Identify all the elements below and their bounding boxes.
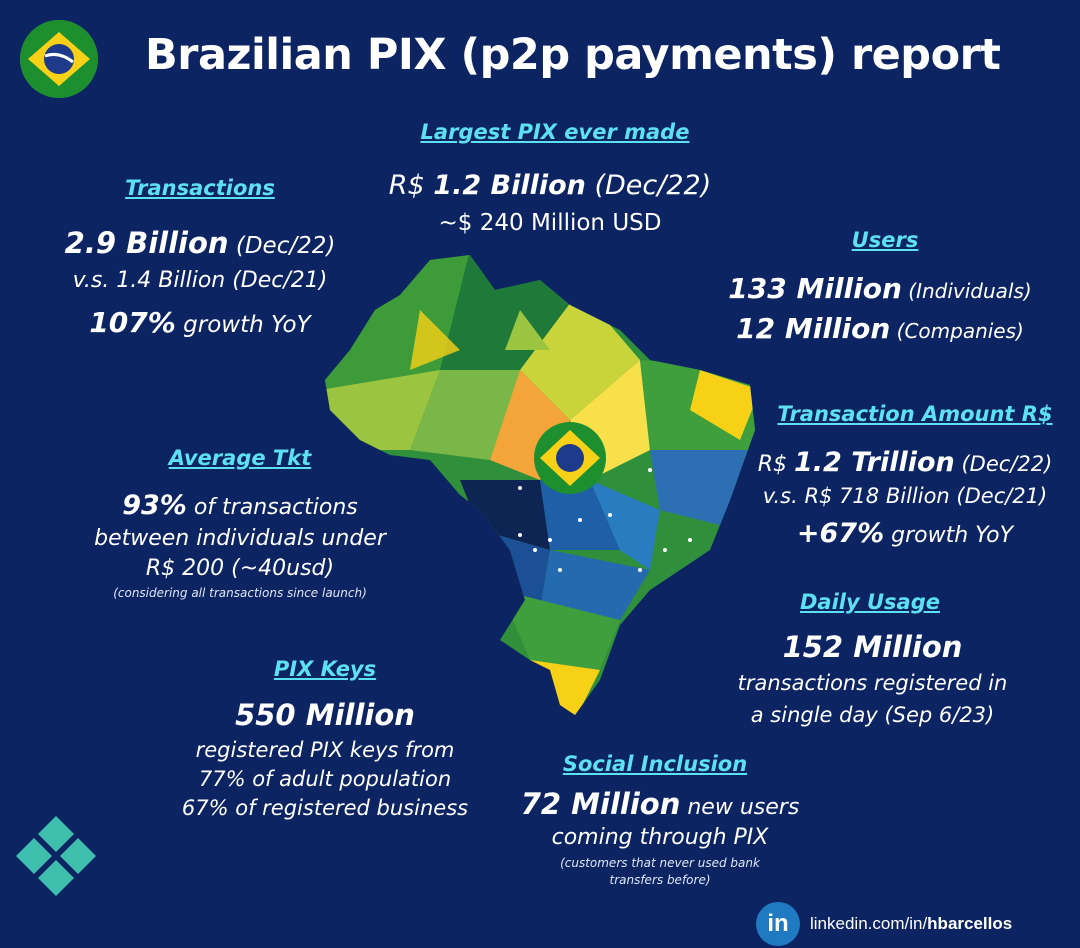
largest-pix-heading: Largest PIX ever made bbox=[420, 120, 690, 144]
amount-growth-suffix: growth YoY bbox=[884, 523, 1014, 548]
amount-compare: v.s. R$ 718 Billion (Dec/21) bbox=[762, 484, 1048, 508]
average-line3: R$ 200 (~40usd) bbox=[145, 556, 335, 581]
users-individuals-suffix: (Individuals) bbox=[901, 279, 1032, 303]
users-companies-value: 12 Million bbox=[736, 312, 891, 345]
keys-heading: PIX Keys bbox=[273, 657, 377, 681]
keys-line2: registered PIX keys from bbox=[195, 738, 455, 762]
average-suffix: of transactions bbox=[186, 495, 358, 520]
social-heading: Social Inclusion bbox=[562, 752, 748, 776]
average-value-line: 93% of transactions bbox=[40, 490, 440, 521]
amount-suffix: (Dec/22) bbox=[954, 452, 1053, 476]
average-value: 93% bbox=[122, 490, 187, 521]
amount-value: 1.2 Trillion bbox=[793, 447, 955, 478]
daily-heading: Daily Usage bbox=[800, 590, 940, 614]
transactions-heading: Transactions bbox=[125, 176, 275, 200]
average-note: (considering all transactions since laun… bbox=[113, 586, 367, 600]
largest-pix-prefix: R$ bbox=[388, 170, 434, 201]
average-heading: Average Tkt bbox=[168, 446, 312, 470]
daily-value: 152 Million bbox=[782, 630, 963, 664]
amount-heading: Transaction Amount R$ bbox=[777, 402, 1053, 426]
transactions-growth-suffix: growth YoY bbox=[175, 312, 311, 338]
keys-line4: 67% of registered business bbox=[181, 796, 469, 820]
largest-pix-usd: ~$ 240 Million USD bbox=[438, 210, 662, 236]
daily-line3: a single day (Sep 6/23) bbox=[750, 703, 995, 727]
page-title: Brazilian PIX (p2p payments) report bbox=[145, 30, 1001, 80]
users-companies-line: 12 Million (Companies) bbox=[690, 312, 1070, 345]
linkedin-icon: in bbox=[756, 902, 800, 946]
largest-pix-value-line: R$ 1.2 Billion (Dec/22) bbox=[340, 170, 760, 201]
transactions-value-line: 2.9 Billion (Dec/22) bbox=[20, 226, 380, 260]
transactions-suffix: (Dec/22) bbox=[228, 233, 336, 259]
largest-pix-suffix: (Dec/22) bbox=[585, 170, 712, 201]
brazil-map-graphic bbox=[325, 255, 755, 715]
linkedin-link[interactable]: linkedin.com/in/hbarcellos bbox=[810, 914, 1012, 934]
average-line2: between individuals under bbox=[94, 526, 386, 551]
daily-line2: transactions registered in bbox=[737, 671, 1008, 695]
transactions-compare: v.s. 1.4 Billion (Dec/21) bbox=[72, 268, 328, 293]
brazil-flag-icon bbox=[20, 20, 98, 98]
users-companies-suffix: (Companies) bbox=[890, 319, 1024, 343]
linkedin-handle: hbarcellos bbox=[927, 914, 1013, 933]
amount-prefix: R$ bbox=[757, 452, 794, 477]
transactions-value: 2.9 Billion bbox=[64, 226, 229, 260]
transactions-growth-value: 107% bbox=[89, 306, 176, 339]
keys-value: 550 Million bbox=[235, 698, 415, 732]
transactions-growth-line: 107% growth YoY bbox=[20, 306, 380, 339]
users-individuals-line: 133 Million (Individuals) bbox=[690, 272, 1070, 305]
users-individuals-value: 133 Million bbox=[728, 272, 902, 305]
linkedin-prefix: linkedin.com/in/ bbox=[810, 914, 928, 933]
social-suffix: new users bbox=[680, 795, 800, 820]
social-note1: (customers that never used bank bbox=[560, 856, 760, 870]
amount-growth-line: +67% growth YoY bbox=[715, 518, 1080, 549]
largest-pix-value: 1.2 Billion bbox=[433, 170, 586, 201]
social-value: 72 Million bbox=[520, 787, 681, 821]
social-line2: coming through PIX bbox=[551, 825, 769, 850]
amount-value-line: R$ 1.2 Trillion (Dec/22) bbox=[715, 447, 1080, 478]
social-value-line: 72 Million new users bbox=[480, 787, 840, 821]
pix-logo-icon bbox=[16, 816, 96, 896]
users-heading: Users bbox=[851, 228, 919, 252]
social-note2: transfers before) bbox=[609, 873, 711, 887]
keys-line3: 77% of adult population bbox=[198, 767, 452, 791]
amount-growth-value: +67% bbox=[796, 518, 885, 549]
